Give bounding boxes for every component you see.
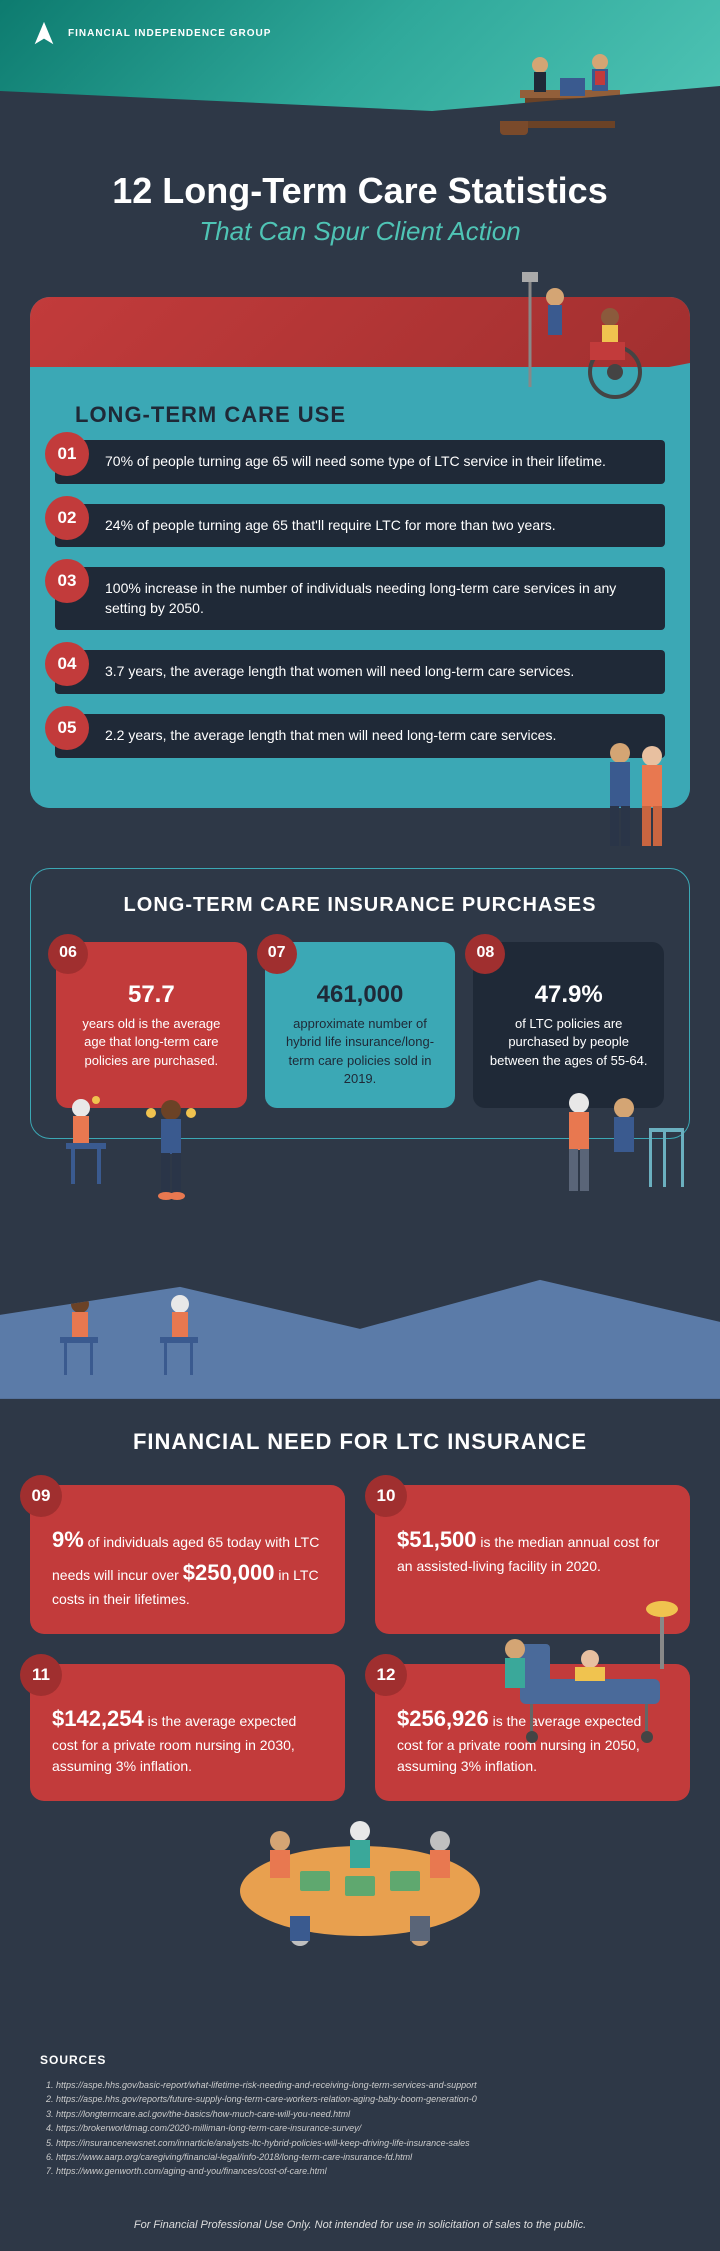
illo-exercise [41,1078,241,1218]
title-main: 12 Long-Term Care Statistics [30,170,690,212]
stat-row: 0224% of people turning age 65 that'll r… [55,504,665,548]
source-item: https://aspe.hhs.gov/reports/future-supp… [56,2092,680,2106]
card-number: 07 [257,934,297,974]
brand-name: FINANCIAL INDEPENDENCE GROUP [68,28,271,40]
card-number: 09 [20,1475,62,1517]
stat-text: 24% of people turning age 65 that'll req… [105,517,556,533]
infographic-page: FINANCIAL INDEPENDENCE GROUP 12 Long-Ter… [0,0,720,2251]
sources-block: SOURCES https://aspe.hhs.gov/basic-repor… [0,2021,720,2199]
card-body: 9% of individuals aged 65 today with LTC… [52,1523,323,1610]
card-body: $51,500 is the median annual cost for an… [397,1523,668,1577]
card-number: 11 [20,1654,62,1696]
illo-wheelchair [510,267,660,407]
sources-title: SOURCES [40,2051,680,2070]
stat-text: 70% of people turning age 65 will need s… [105,453,606,469]
logo-icon [30,20,58,48]
stat-row: 043.7 years, the average length that wom… [55,650,665,694]
section3-wave [0,1259,720,1399]
source-item: https://www.aarp.org/caregiving/financia… [56,2150,680,2164]
card-big-value: 461,000 [281,978,440,1012]
purchase-card: 07461,000approximate number of hybrid li… [265,942,456,1108]
illo-hospital-bed [480,1599,700,1759]
card-body: $142,254 is the average expected cost fo… [52,1702,323,1777]
stat-number: 01 [45,432,89,476]
disclaimer: For Financial Professional Use Only. Not… [0,2199,720,2251]
illo-meeting-table [200,1781,520,1981]
source-item: https://www.genworth.com/aging-and-you/f… [56,2164,680,2178]
card-number: 10 [365,1475,407,1517]
illo-desk-meeting [480,30,660,150]
header-banner: FINANCIAL INDEPENDENCE GROUP [0,0,720,120]
source-item: https://brokerworldmag.com/2020-milliman… [56,2121,680,2135]
source-item: https://aspe.hhs.gov/basic-report/what-l… [56,2078,680,2092]
stat-row: 03100% increase in the number of individ… [55,567,665,630]
section-insurance-purchases: LONG-TERM CARE INSURANCE PURCHASES 06 57.… [30,868,690,1139]
stat-number: 02 [45,496,89,540]
logo-area: FINANCIAL INDEPENDENCE GROUP [30,20,271,48]
title-sub: That Can Spur Client Action [30,216,690,247]
stat-text: 3.7 years, the average length that women… [105,663,574,679]
stat-list: 0170% of people turning age 65 will need… [55,440,665,758]
card-text: approximate number of hybrid life insura… [286,1016,434,1086]
card-number: 08 [465,934,505,974]
illo-walker [529,1078,699,1218]
section-financial-need: FINANCIAL NEED FOR LTC INSURANCE 099% of… [0,1259,720,2021]
card-big-value: 47.9% [489,978,648,1012]
illo-chairs [40,1279,260,1399]
stat-text: 100% increase in the number of individua… [105,580,616,616]
stat-row: 052.2 years, the average length that men… [55,714,665,758]
section2-title: LONG-TERM CARE INSURANCE PURCHASES [56,894,664,917]
source-item: https://insurancenewsnet.com/innarticle/… [56,2136,680,2150]
source-item: https://longtermcare.acl.gov/the-basics/… [56,2107,680,2121]
card-text: of LTC policies are purchased by people … [490,1016,648,1067]
section3-title: FINANCIAL NEED FOR LTC INSURANCE [30,1429,690,1455]
card-text: years old is the average age that long-t… [82,1016,220,1067]
card-number: 06 [48,934,88,974]
stat-row: 0170% of people turning age 65 will need… [55,440,665,484]
card-big-value: 57.7 [72,978,231,1012]
stat-number: 03 [45,559,89,603]
illo-dancing-couple [580,728,700,868]
section-ltc-use: LONG-TERM CARE USE 0170% of people turni… [30,297,690,808]
financial-card: 099% of individuals aged 65 today with L… [30,1485,345,1634]
stat-number: 04 [45,642,89,686]
sources-list: https://aspe.hhs.gov/basic-report/what-l… [40,2078,680,2179]
stat-number: 05 [45,706,89,750]
stat-text: 2.2 years, the average length that men w… [105,727,556,743]
card-number: 12 [365,1654,407,1696]
